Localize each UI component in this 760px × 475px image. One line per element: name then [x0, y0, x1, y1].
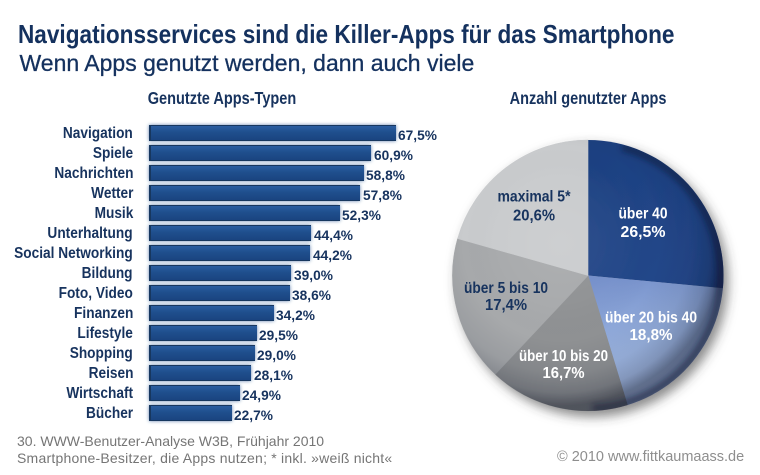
svg-text:17,4%: 17,4%	[485, 297, 527, 314]
svg-text:über 40: über 40	[619, 206, 668, 223]
svg-text:über 20 bis 40: über 20 bis 40	[605, 310, 697, 327]
svg-text:über 5 bis 10: über 5 bis 10	[464, 280, 548, 297]
svg-text:maximal 5*: maximal 5*	[498, 189, 572, 206]
svg-text:26,5%: 26,5%	[621, 224, 666, 241]
svg-text:über 10 bis 20: über 10 bis 20	[519, 348, 608, 365]
svg-text:18,8%: 18,8%	[630, 327, 673, 344]
svg-text:16,7%: 16,7%	[543, 365, 585, 382]
svg-text:20,6%: 20,6%	[513, 208, 555, 225]
